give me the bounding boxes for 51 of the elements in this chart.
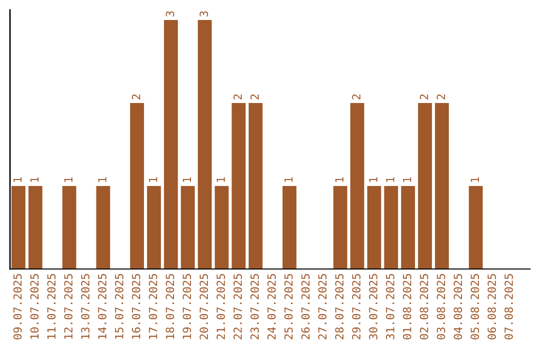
data-label: 2 (420, 94, 428, 100)
x-tick-label: 21.07.2025 (216, 274, 225, 340)
x-tick-label: 09.07.2025 (13, 274, 22, 340)
data-label: 1 (335, 177, 344, 182)
x-tick-label: 25.07.2025 (284, 274, 293, 340)
x-tick-label: 16.07.2025 (132, 274, 140, 339)
data-label: 1 (182, 177, 191, 182)
x-tick-label: 29.07.2025 (352, 274, 360, 340)
data-label: 2 (132, 94, 140, 100)
x-tick-label: 01.08.2025 (402, 274, 412, 340)
x-tick-label: 20.07.2025 (200, 274, 208, 340)
x-tick-label: 14.07.2025 (98, 274, 106, 339)
x-tick-label: 18.07.2025 (166, 274, 174, 339)
x-tick-label: 11.07.2025 (47, 274, 56, 339)
x-tick-label: 07.08.2025 (504, 274, 513, 340)
x-tick-label: 15.07.2025 (114, 274, 124, 339)
x-tick-label: 10.07.2025 (30, 274, 39, 339)
data-label: 1 (470, 177, 479, 182)
data-label: 1 (284, 177, 293, 182)
x-tick-label: 27.07.2025 (318, 274, 327, 340)
x-tick-label: 13.07.2025 (81, 274, 90, 339)
x-tick-label: 05.08.2025 (470, 274, 480, 340)
x-tick-label: 03.08.2025 (436, 274, 446, 340)
data-label: 1 (13, 177, 22, 182)
data-label: 1 (98, 177, 106, 182)
x-tick-label: 04.08.2025 (454, 274, 462, 340)
x-tick-label: 17.07.2025 (148, 274, 158, 339)
data-label: 1 (148, 177, 158, 182)
x-tick-label: 23.07.2025 (250, 274, 259, 340)
x-tick-label: 24.07.2025 (267, 274, 276, 340)
data-label: 1 (30, 177, 39, 182)
data-label: 2 (352, 94, 360, 100)
data-label: 1 (216, 177, 225, 182)
x-tick-label: 31.07.2025 (386, 274, 394, 340)
data-label: 3 (166, 11, 174, 16)
data-label: 1 (64, 177, 72, 182)
x-tick-label: 22.07.2025 (234, 274, 242, 340)
data-label: 1 (369, 177, 378, 182)
x-tick-label: 26.07.2025 (301, 274, 310, 340)
data-label: 3 (200, 11, 208, 16)
data-label: 2 (436, 94, 446, 100)
data-label: 1 (386, 177, 394, 182)
x-tick-label: 06.08.2025 (488, 274, 496, 340)
data-label: 2 (250, 94, 259, 100)
data-label: 1 (403, 177, 412, 182)
x-tick-label: 02.08.2025 (420, 274, 428, 340)
data-label: 2 (234, 94, 242, 100)
x-tick-label: 12.07.2025 (64, 274, 73, 339)
x-tick-label: 19.07.2025 (182, 274, 192, 339)
x-tick-label: 28.07.2025 (335, 274, 344, 340)
x-tick-label: 30.07.2025 (369, 274, 378, 340)
